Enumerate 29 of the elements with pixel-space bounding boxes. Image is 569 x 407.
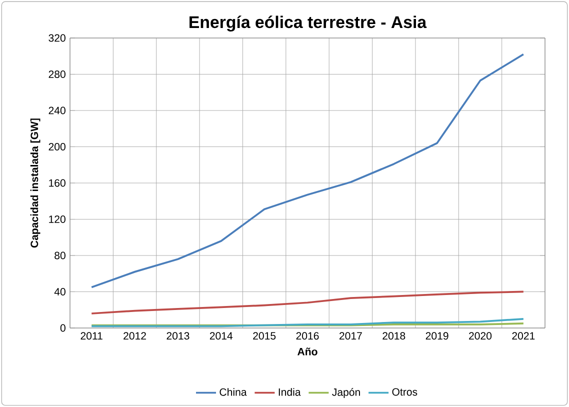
x-axis-title: Año <box>298 348 318 356</box>
x-tick-label: 2017 <box>339 332 362 340</box>
x-tick-label: 2011 <box>80 332 102 340</box>
line-series <box>90 53 524 288</box>
x-tick-label: 2013 <box>166 332 190 340</box>
line-series <box>90 290 524 314</box>
x-tick-label: 2019 <box>426 332 448 340</box>
x-tick-label: 2012 <box>124 332 146 340</box>
x-tick-label: 2016 <box>296 332 319 340</box>
x-tick-label: 2020 <box>469 332 492 340</box>
x-tick-label: 2015 <box>253 332 276 340</box>
y-tick-label: 240 <box>48 106 66 114</box>
y-tick-label: 80 <box>54 252 66 260</box>
legend-label: Otros <box>392 388 418 396</box>
y-tick-label: 0 <box>60 324 66 332</box>
legend-label: India <box>278 388 301 396</box>
x-tick-label: 2021 <box>512 332 535 340</box>
y-tick-label: 120 <box>49 216 66 223</box>
legend-label: China <box>220 388 247 396</box>
y-tick-label: 200 <box>48 143 66 150</box>
y-tick-label: 40 <box>54 288 66 296</box>
legend-label: Japón <box>332 388 360 398</box>
x-tick-label: 2018 <box>382 332 406 340</box>
y-axis-title: Capacidad instalada [GW] <box>30 118 40 248</box>
y-tick-label: 280 <box>48 70 66 78</box>
chart-title: Energía eólica terrestre - Asia <box>190 16 427 32</box>
y-tick-label: 160 <box>49 179 66 187</box>
y-tick-label: 320 <box>48 34 66 42</box>
x-tick-label: 2014 <box>210 332 233 340</box>
